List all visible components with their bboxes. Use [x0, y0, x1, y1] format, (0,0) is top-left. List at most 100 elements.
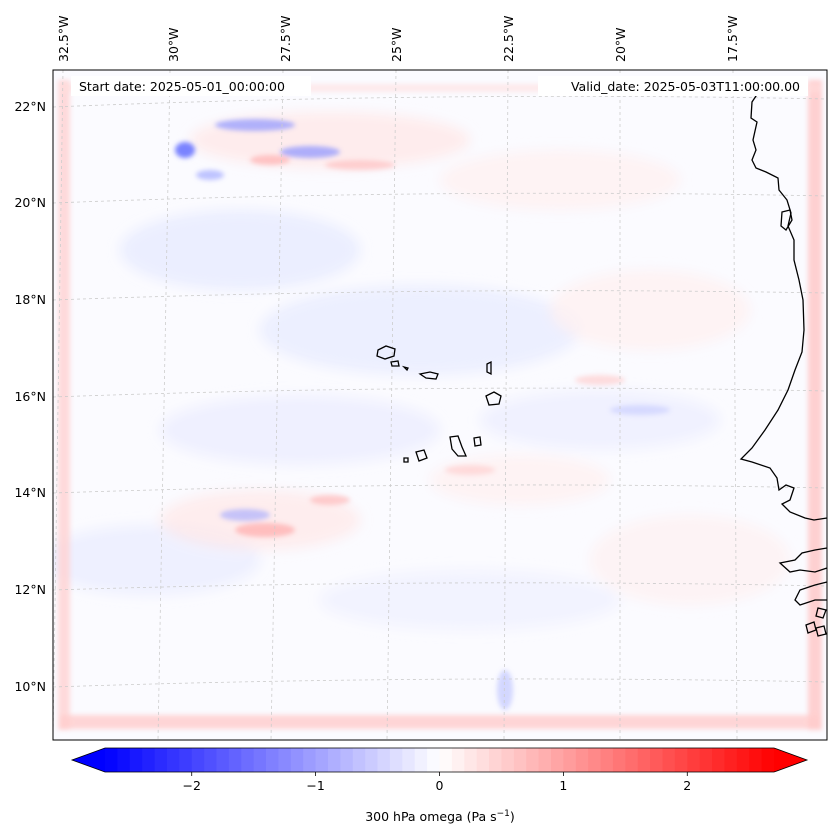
colorbar-segment [179, 748, 193, 772]
colorbar-segment [402, 748, 416, 772]
colorbar-segment [216, 748, 230, 772]
colorbar-segment [513, 748, 527, 772]
coastline-africa [739, 92, 828, 637]
island-santo-antao [376, 345, 396, 360]
lon-label: 30°W [166, 27, 181, 62]
colorbar-segment [575, 748, 589, 772]
colorbar-segment [389, 748, 403, 772]
island-santiago [449, 435, 468, 457]
colorbar-label: 300 hPa omega (Pa s−1) [365, 809, 515, 824]
gridline-lon-25 [386, 69, 397, 741]
gridline-lat-22 [52, 95, 828, 108]
lat-label: 16°N [14, 389, 46, 404]
colorbar-tick-label: 2 [683, 778, 691, 793]
colorbar-segment [328, 748, 341, 772]
colorbar-segment [439, 748, 453, 772]
lon-label: 20°W [613, 27, 628, 62]
map-background [53, 70, 827, 740]
map-frame [52, 69, 828, 741]
lon-label: 27.5°W [278, 16, 293, 62]
colorbar-segment [278, 748, 292, 772]
colorbar-segment [228, 748, 242, 772]
colorbar: −2 −1 0 1 2 300 hPa omega (Pa s−1) [70, 747, 809, 824]
colorbar-segment [749, 748, 763, 772]
valid-date-box [538, 76, 808, 96]
colorbar-segment [674, 748, 688, 772]
colorbar-segment [650, 748, 664, 772]
colorbar-segment [526, 748, 540, 772]
lon-label: 17.5°W [725, 16, 740, 62]
colorbar-extend-min [72, 748, 105, 772]
gridline-lat-10 [52, 678, 828, 688]
gridline-lon-30 [157, 69, 171, 741]
gridline-lon-32-5 [52, 69, 64, 741]
longitude-labels: 32.5°W 30°W 27.5°W 25°W 22.5°W 20°W 17.5… [56, 16, 740, 62]
gridline-lat-20 [52, 192, 828, 204]
gridline-lon-22-5 [503, 69, 509, 741]
colorbar-segment [588, 748, 602, 772]
island-sao-nicolau [418, 371, 439, 380]
gridline-lon-27-5 [270, 69, 284, 741]
start-date-box [71, 76, 311, 96]
lat-label: 20°N [14, 195, 46, 210]
colorbar-segment [352, 748, 366, 772]
lon-label: 32.5°W [56, 16, 71, 62]
colorbar-segment [687, 748, 701, 772]
colorbar-tick-label: 1 [559, 778, 567, 793]
gridline-lat-16 [52, 387, 828, 398]
colorbar-segment [365, 748, 379, 772]
colorbar-segment [736, 748, 750, 772]
gridline-lat-14 [52, 484, 828, 494]
start-date-label: Start date: 2025-05-01_00:00:00 [79, 79, 285, 94]
colorbar-segment [105, 748, 118, 772]
valid-date-label: Valid_date: 2025-05-03T11:00:00.00 [571, 79, 800, 94]
cape-verde-islands [376, 345, 502, 463]
colorbar-segment [129, 748, 143, 772]
gridline-lat-18 [52, 290, 828, 301]
lat-label: 22°N [14, 99, 46, 114]
omega-field-features [175, 119, 670, 710]
colorbar-segment [699, 748, 713, 772]
colorbar-segment [204, 748, 218, 772]
colorbar-segment [315, 748, 329, 772]
colorbar-segment [340, 748, 354, 772]
colorbar-segment [612, 748, 626, 772]
colorbar-tick-label: 0 [436, 778, 444, 793]
gridlines [52, 69, 828, 741]
island-sao-vicente [390, 360, 400, 367]
colorbar-segment [303, 748, 317, 772]
colorbar-segments [105, 748, 775, 772]
colorbar-segment [241, 748, 255, 772]
colorbar-segment [761, 748, 775, 772]
island-sal [486, 360, 492, 376]
lat-label: 14°N [14, 485, 46, 500]
colorbar-segment [142, 748, 156, 772]
colorbar-tick-label: −1 [306, 778, 324, 793]
colorbar-segment [253, 748, 267, 772]
colorbar-segment [538, 748, 552, 772]
colorbar-segment [166, 748, 180, 772]
colorbar-segment [154, 748, 168, 772]
colorbar-outline [70, 747, 809, 773]
colorbar-segment [377, 748, 391, 772]
colorbar-segment [427, 748, 441, 772]
colorbar-segment [501, 748, 515, 772]
coastline-mainland [739, 92, 828, 606]
colorbar-tick-label: −2 [183, 778, 201, 793]
colorbar-segment [290, 748, 304, 772]
colorbar-extend-max [774, 748, 807, 772]
coastline-island-d [815, 625, 827, 637]
colorbar-segment [724, 748, 738, 772]
coastline-island-a [780, 209, 793, 231]
island-boa-vista [485, 391, 502, 406]
colorbar-segment [625, 748, 639, 772]
colorbar-ticks: −2 −1 0 1 2 [183, 772, 691, 793]
colorbar-segment [600, 748, 614, 772]
colorbar-segment [464, 748, 478, 772]
colorbar-segment [476, 748, 490, 772]
lon-label: 22.5°W [501, 16, 516, 62]
colorbar-segment [117, 748, 131, 772]
gridline-lat-12 [52, 582, 828, 591]
colorbar-segment [551, 748, 564, 772]
